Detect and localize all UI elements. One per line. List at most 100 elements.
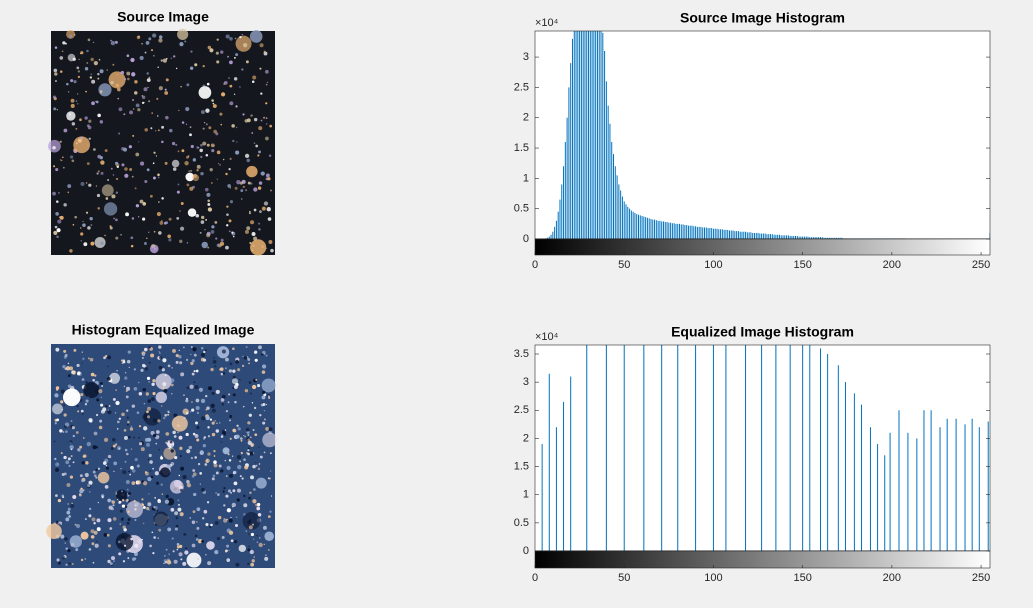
- image-detail: [190, 346, 193, 348]
- image-detail: [164, 161, 168, 165]
- image-detail: [136, 464, 140, 468]
- image-detail: [172, 430, 176, 435]
- image-detail: [192, 469, 196, 472]
- image-detail: [203, 509, 208, 514]
- image-detail: [195, 406, 200, 411]
- image-detail: [227, 401, 230, 404]
- image-detail: [84, 472, 89, 478]
- image-detail: [163, 555, 166, 557]
- image-detail: [148, 37, 152, 41]
- image-detail: [207, 199, 210, 203]
- image-detail: [186, 183, 190, 187]
- image-detail: [221, 403, 225, 406]
- image-detail: [146, 168, 150, 172]
- image-detail: [265, 123, 268, 125]
- image-detail: [261, 395, 266, 400]
- image-detail: [152, 418, 157, 423]
- image-detail: [245, 530, 248, 532]
- image-detail: [112, 63, 115, 66]
- image-detail: [141, 502, 143, 504]
- image-detail: [83, 381, 100, 399]
- image-detail: [215, 51, 219, 55]
- image-detail: [179, 42, 184, 47]
- image-detail: [205, 349, 207, 352]
- image-detail: [246, 356, 249, 358]
- image-detail: [259, 67, 262, 70]
- image-detail: [259, 455, 263, 459]
- image-detail: [121, 490, 123, 493]
- image-detail: [173, 559, 178, 564]
- image-detail: [269, 470, 272, 472]
- image-detail: [152, 33, 157, 38]
- image-detail: [132, 99, 135, 102]
- image-detail: [156, 481, 160, 485]
- image-detail: [176, 548, 179, 551]
- image-detail: [270, 248, 274, 253]
- image-detail: [131, 404, 136, 408]
- image-detail: [67, 457, 71, 461]
- image-detail: [226, 224, 229, 227]
- image-detail: [76, 363, 80, 367]
- image-detail: [113, 560, 115, 562]
- image-detail: [267, 177, 271, 181]
- image-detail: [236, 141, 238, 143]
- image-detail: [214, 520, 219, 525]
- image-detail: [94, 543, 99, 548]
- image-detail: [115, 236, 119, 240]
- image-detail: [198, 387, 204, 392]
- image-detail: [104, 485, 109, 489]
- image-detail: [99, 419, 103, 423]
- image-detail: [233, 539, 238, 544]
- image-detail: [65, 42, 67, 45]
- image-detail: [67, 191, 70, 194]
- image-detail: [76, 93, 79, 95]
- image-detail: [193, 353, 197, 357]
- image-detail: [220, 238, 224, 242]
- image-detail: [130, 236, 134, 240]
- image-detail: [107, 544, 111, 548]
- image-detail: [84, 67, 89, 71]
- image-detail: [185, 172, 195, 182]
- image-detail: [61, 50, 64, 53]
- image-detail: [131, 72, 136, 77]
- image-detail: [95, 100, 97, 103]
- image-detail: [107, 365, 109, 368]
- image-detail: [153, 151, 156, 154]
- y-multiplier: ×10⁴: [535, 17, 559, 29]
- image-detail: [133, 436, 136, 439]
- image-detail: [139, 55, 144, 61]
- image-detail: [107, 377, 111, 381]
- image-detail: [225, 172, 228, 176]
- image-detail: [158, 86, 163, 91]
- image-detail: [103, 437, 109, 442]
- image-detail: [107, 355, 112, 360]
- image-detail: [57, 561, 61, 565]
- image-detail: [124, 436, 128, 440]
- image-detail: [229, 362, 233, 366]
- image-detail: [245, 60, 249, 64]
- image-detail: [152, 176, 156, 180]
- image-detail: [159, 467, 171, 478]
- image-detail: [156, 509, 159, 512]
- image-detail: [117, 420, 120, 424]
- image-detail: [147, 458, 150, 461]
- image-detail: [176, 542, 180, 546]
- image-detail: [191, 543, 196, 548]
- image-detail: [55, 80, 57, 82]
- image-detail: [54, 72, 58, 76]
- image-detail: [179, 239, 183, 244]
- image-detail: [225, 245, 229, 250]
- image-detail: [186, 242, 189, 244]
- image-detail: [211, 432, 216, 437]
- image-detail: [263, 116, 265, 119]
- image-detail: [70, 455, 73, 457]
- image-detail: [158, 528, 162, 532]
- image-detail: [246, 118, 251, 123]
- image-detail: [229, 187, 231, 189]
- image-detail: [66, 29, 76, 39]
- image-detail: [151, 531, 154, 534]
- image-detail: [186, 155, 190, 159]
- image: [48, 28, 275, 256]
- image-detail: [160, 59, 164, 62]
- image-detail: [87, 357, 90, 360]
